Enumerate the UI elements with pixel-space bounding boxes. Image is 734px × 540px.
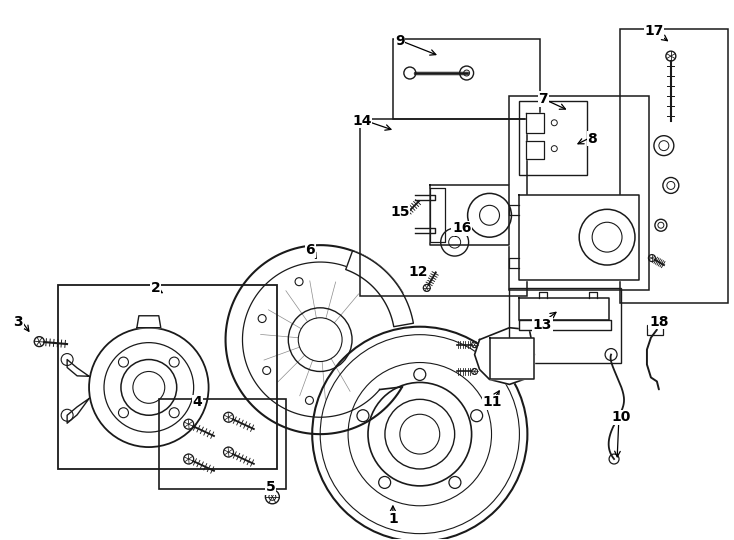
Polygon shape [526, 113, 545, 133]
Text: 14: 14 [352, 114, 371, 128]
Text: 11: 11 [483, 395, 502, 409]
Text: 9: 9 [395, 34, 404, 48]
Text: 3: 3 [13, 315, 23, 329]
Text: 2: 2 [151, 281, 161, 295]
Bar [647, 325, 663, 335]
Polygon shape [137, 316, 161, 328]
Polygon shape [67, 360, 89, 376]
Bar [520, 101, 587, 176]
Text: 18: 18 [649, 315, 669, 329]
Polygon shape [520, 298, 609, 320]
Polygon shape [520, 320, 611, 330]
Polygon shape [490, 338, 534, 380]
Text: 16: 16 [452, 221, 471, 235]
Bar [509, 96, 649, 290]
Polygon shape [526, 140, 545, 159]
Text: 1: 1 [388, 512, 398, 526]
Text: 8: 8 [587, 132, 597, 146]
Text: 12: 12 [408, 265, 428, 279]
Bar [159, 400, 286, 489]
Bar [360, 119, 528, 296]
Bar [509, 288, 621, 362]
Text: 15: 15 [390, 205, 410, 219]
Text: 4: 4 [193, 395, 203, 409]
Bar [393, 39, 540, 119]
Text: 13: 13 [533, 318, 552, 332]
Text: 17: 17 [644, 24, 664, 38]
Polygon shape [430, 185, 509, 245]
Polygon shape [346, 251, 413, 327]
Polygon shape [67, 399, 89, 423]
Text: 5: 5 [266, 480, 275, 494]
Text: 7: 7 [539, 92, 548, 106]
Polygon shape [430, 188, 445, 242]
Text: 10: 10 [611, 410, 631, 424]
Polygon shape [520, 195, 639, 280]
Bar [620, 29, 727, 303]
Polygon shape [475, 328, 534, 384]
Bar [58, 285, 277, 469]
Text: 6: 6 [305, 243, 315, 257]
